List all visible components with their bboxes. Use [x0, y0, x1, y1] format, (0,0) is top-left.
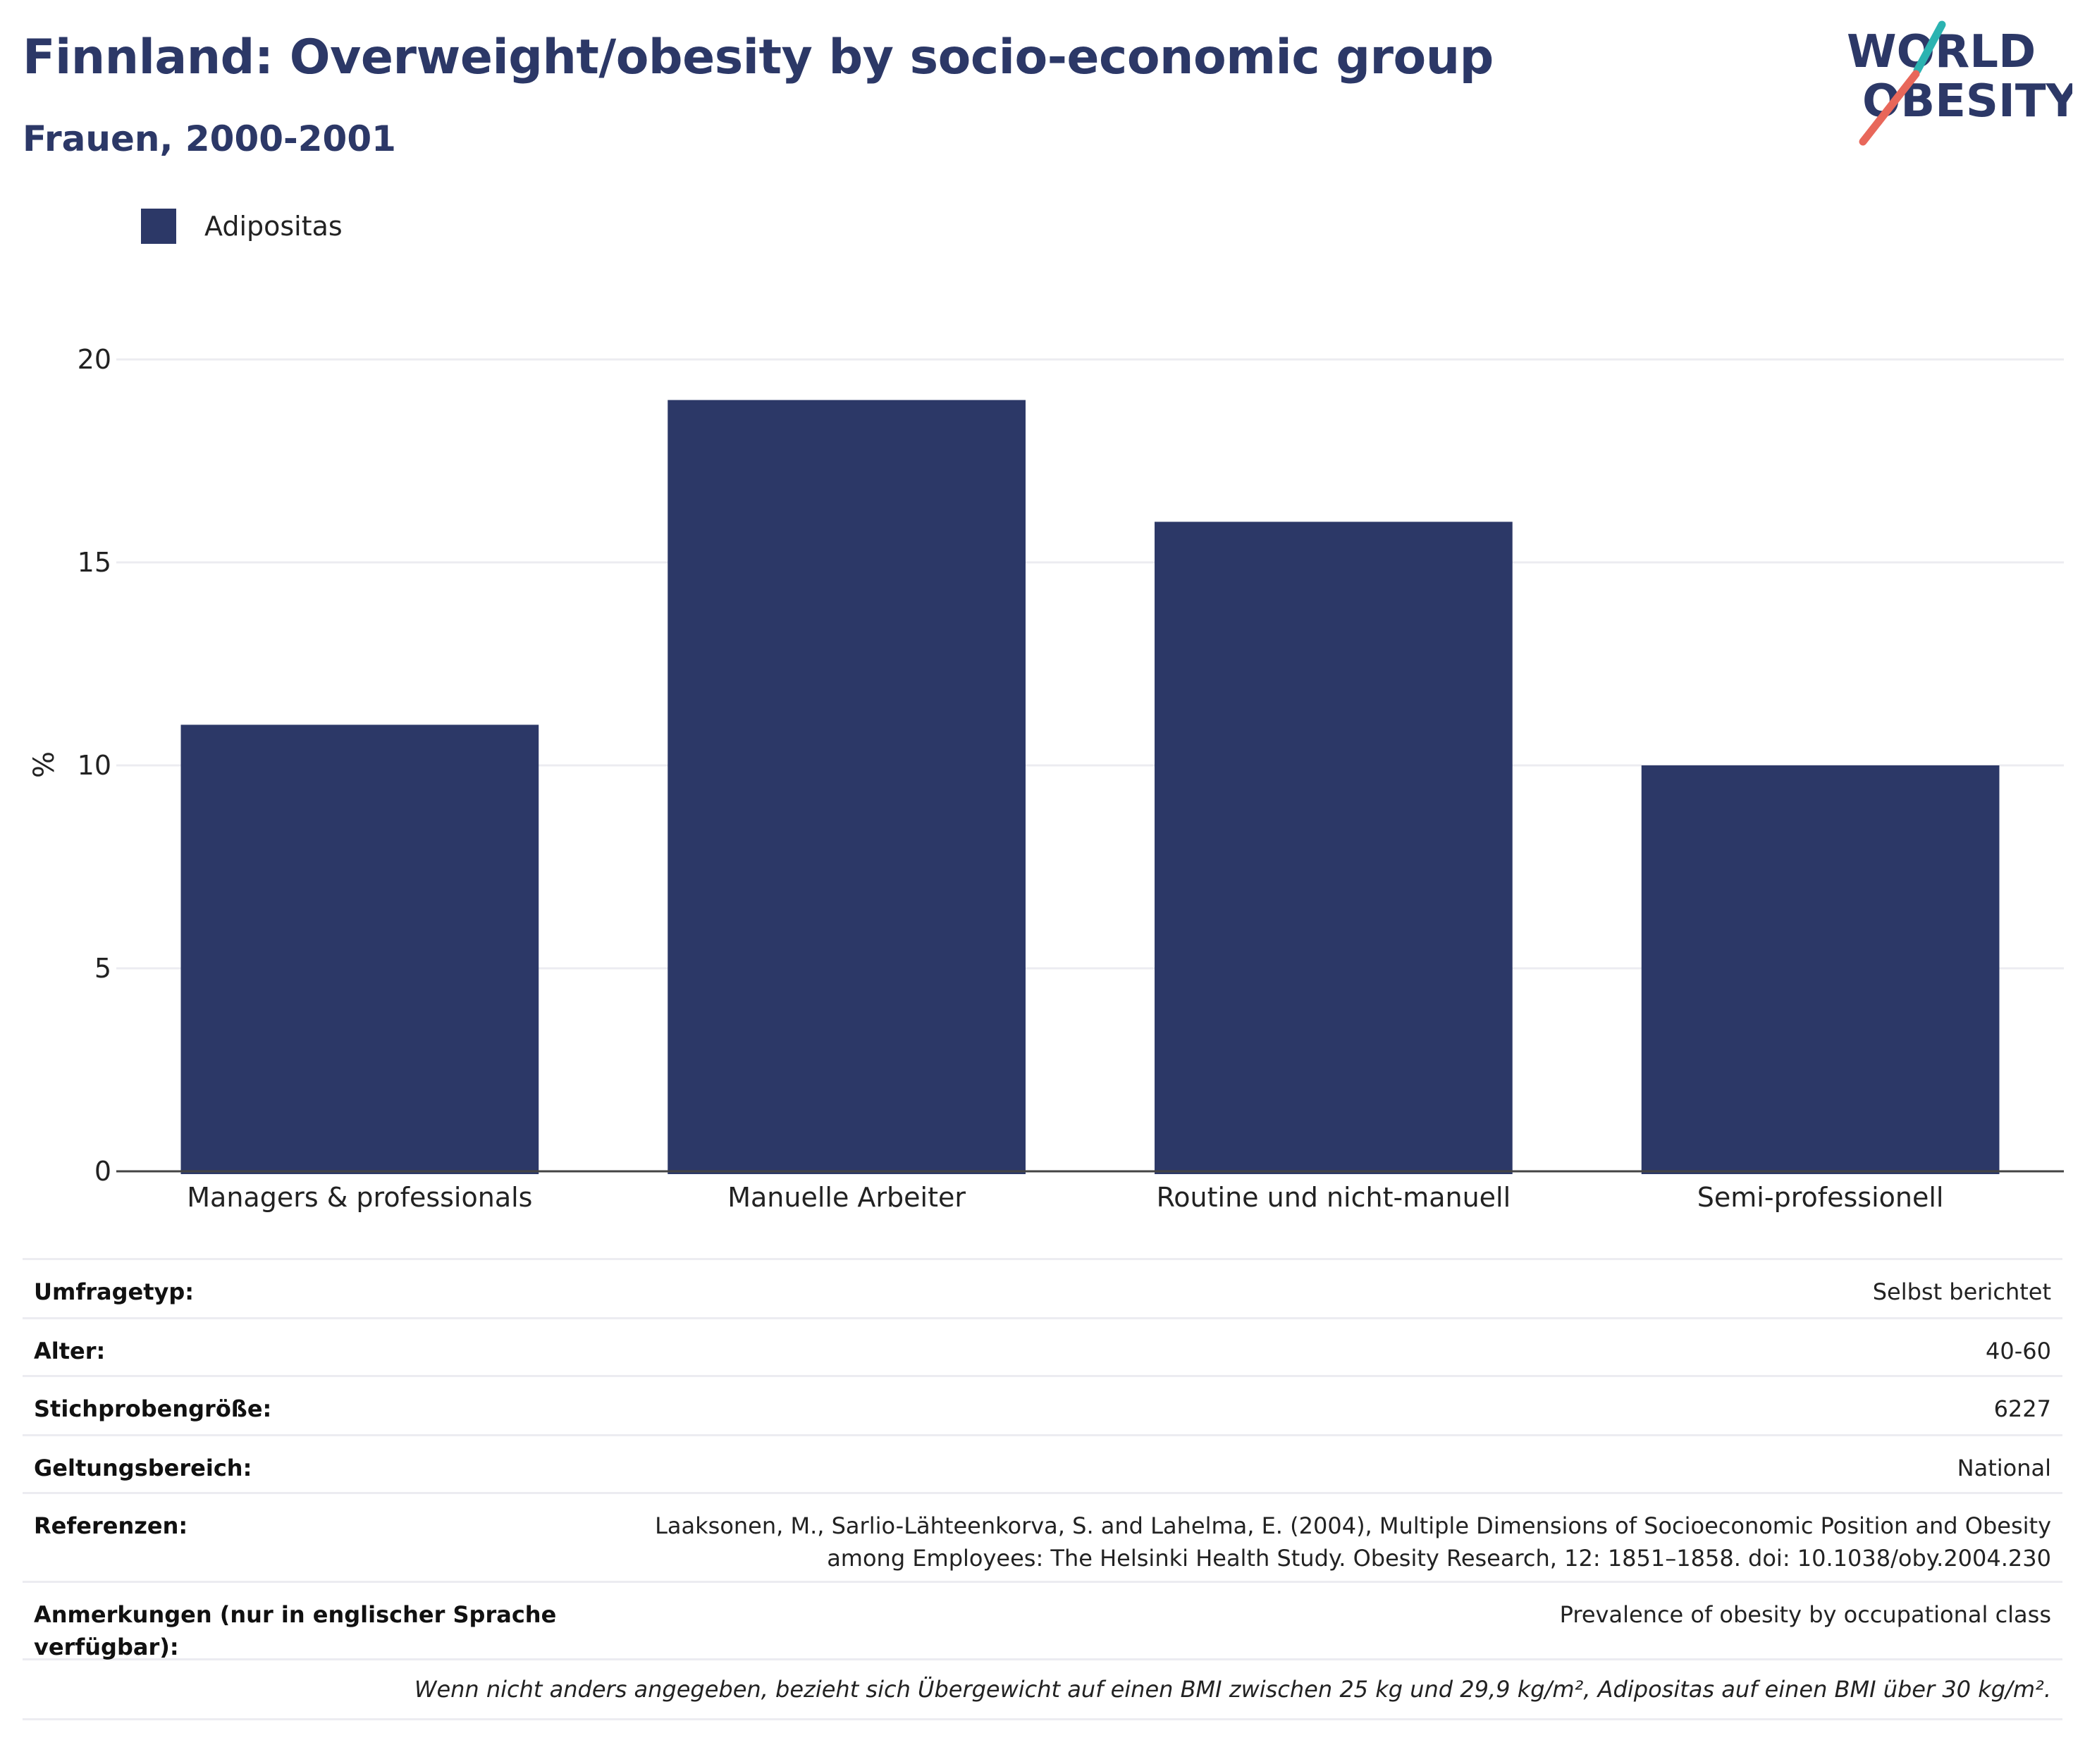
info-key: Referenzen: — [34, 1512, 188, 1539]
world-obesity-logo: WORLD OBESITY — [1847, 20, 2072, 146]
x-tick-label: Semi-professionell — [1697, 1182, 1944, 1213]
logo-slash-red — [1859, 70, 1920, 146]
info-value: 40-60 — [1986, 1338, 2051, 1364]
bar — [1641, 765, 2000, 1174]
bar — [668, 400, 1026, 1174]
info-row-references: Referenzen: Laaksonen, M., Sarlio-Lähtee… — [23, 1492, 2062, 1581]
info-key: Geltungsbereich: — [34, 1455, 252, 1481]
info-row-survey-type: Umfragetyp: Selbst berichtet — [23, 1258, 2062, 1317]
info-value: Prevalence of obesity by occupational cl… — [1559, 1601, 2051, 1628]
info-row-notes: Anmerkungen (nur in englischer Sprache v… — [23, 1581, 2062, 1660]
legend-label: Adipositas — [204, 211, 343, 242]
bar — [1155, 522, 1513, 1174]
page-title: Finnland: Overweight/obesity by socio-ec… — [23, 30, 1494, 85]
y-tick-label: 20 — [78, 344, 111, 375]
info-key: Alter: — [34, 1338, 106, 1364]
y-tick-label: 15 — [78, 547, 111, 578]
info-row-age: Alter: 40-60 — [23, 1317, 2062, 1375]
y-tick-label: 0 — [94, 1156, 111, 1187]
info-key: Anmerkungen (nur in englischer Sprache v… — [34, 1601, 557, 1660]
x-tick-label: Routine und nicht-manuell — [1157, 1182, 1511, 1213]
info-table: Umfragetyp: Selbst berichtet Alter: 40-6… — [23, 1258, 2062, 1720]
y-tick-label: 10 — [78, 750, 111, 781]
info-value: National — [1957, 1455, 2051, 1481]
y-tick-label: 5 — [94, 953, 111, 984]
info-key: Umfragetyp: — [34, 1278, 195, 1305]
info-key: Stichprobengröße: — [34, 1395, 272, 1422]
logo-text-world: WORLD — [1847, 26, 2036, 78]
x-tick-label: Manuelle Arbeiter — [727, 1182, 966, 1213]
bar — [180, 724, 539, 1174]
legend-swatch — [141, 209, 176, 244]
x-tick-label: Managers & professionals — [187, 1182, 532, 1213]
logo-slash-teal — [1913, 20, 1946, 75]
info-value: 6227 — [1993, 1395, 2051, 1422]
info-row-scope: Geltungsbereich: National — [23, 1434, 2062, 1492]
page-subtitle: Frauen, 2000-2001 — [23, 118, 396, 159]
bar-chart: 0 5 10 15 20% Managers & professionals Manuell… — [28, 344, 2064, 1213]
info-row-sample-size: Stichprobengröße: 6227 — [23, 1375, 2062, 1434]
footnote: Wenn nicht anders angegeben, bezieht sic… — [23, 1658, 2062, 1720]
info-value: Laaksonen, M., Sarlio-Lähteenkorva, S. a… — [655, 1512, 2051, 1572]
y-axis-title: % — [28, 751, 61, 778]
info-value: Selbst berichtet — [1872, 1278, 2051, 1305]
chart-legend: Adipositas — [141, 209, 343, 244]
